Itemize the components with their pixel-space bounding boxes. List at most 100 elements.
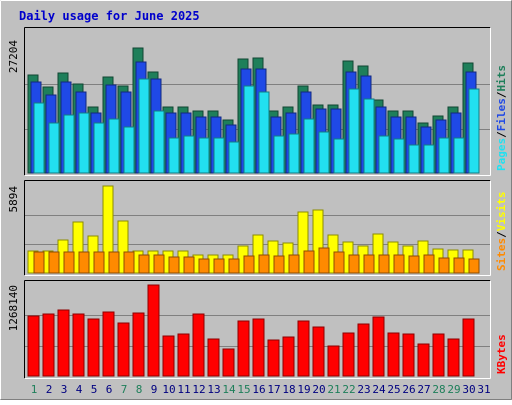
- bar-pages-day-4: [78, 112, 90, 174]
- day-label-12: 12: [192, 383, 205, 396]
- day-label-14: 14: [222, 383, 236, 396]
- bar-sites-day-7: [123, 251, 135, 274]
- day-label-3: 3: [61, 383, 68, 396]
- bar-kbytes-day-25: [387, 332, 400, 377]
- max-value-label: 5894: [7, 186, 20, 213]
- day-label-2: 2: [46, 383, 53, 396]
- bar-pages-day-16: [258, 91, 270, 174]
- bar-visits-day-19: [297, 211, 309, 274]
- bar-pages-day-27: [423, 144, 435, 174]
- day-label-23: 23: [357, 383, 370, 396]
- day-label-31: 31: [477, 383, 490, 396]
- bar-pages-day-7: [123, 126, 135, 174]
- bar-sites-day-24: [378, 254, 390, 274]
- bar-pages-day-1: [33, 102, 45, 174]
- bar-visits-day-16: [252, 234, 264, 274]
- chart-title: Daily usage for June 2025: [19, 9, 200, 23]
- bar-kbytes-day-26: [402, 333, 415, 377]
- day-label-13: 13: [207, 383, 220, 396]
- day-label-26: 26: [402, 383, 415, 396]
- day-label-21: 21: [327, 383, 340, 396]
- bar-visits-day-7: [117, 220, 129, 274]
- day-label-20: 20: [312, 383, 325, 396]
- legend-item: KBytes: [495, 334, 508, 374]
- bar-kbytes-day-21: [327, 345, 340, 377]
- bar-pages-day-20: [318, 131, 330, 174]
- bar-sites-day-29: [453, 257, 465, 274]
- legend-item: Visits: [495, 192, 508, 232]
- bar-kbytes-day-11: [177, 333, 190, 377]
- bar-sites-day-5: [93, 251, 105, 274]
- day-label-17: 17: [267, 383, 280, 396]
- bar-sites-day-16: [258, 254, 270, 274]
- bar-kbytes-day-14: [222, 348, 235, 377]
- day-label-11: 11: [177, 383, 190, 396]
- legend-item: Sites: [495, 238, 508, 271]
- day-label-27: 27: [417, 383, 430, 396]
- bar-kbytes-day-16: [252, 318, 265, 377]
- bar-pages-day-2: [48, 122, 60, 174]
- bar-sites-day-23: [363, 254, 375, 274]
- bar-visits-day-24: [372, 233, 384, 274]
- bar-kbytes-day-3: [57, 309, 70, 377]
- bar-kbytes-day-13: [207, 338, 220, 377]
- bar-kbytes-day-15: [237, 320, 250, 377]
- legend-item: Pages: [495, 138, 508, 171]
- bar-sites-day-12: [198, 258, 210, 274]
- day-label-7: 7: [121, 383, 128, 396]
- bar-sites-day-26: [408, 255, 420, 274]
- bar-kbytes-day-7: [117, 322, 130, 377]
- bar-pages-day-25: [393, 138, 405, 174]
- bar-kbytes-day-30: [462, 318, 475, 377]
- bar-pages-day-14: [228, 141, 240, 174]
- bar-pages-day-22: [348, 88, 360, 174]
- bar-kbytes-day-12: [192, 313, 205, 377]
- bar-kbytes-day-2: [42, 313, 55, 377]
- bar-visits-day-20: [312, 209, 324, 274]
- day-label-29: 29: [447, 383, 460, 396]
- bar-kbytes-day-24: [372, 316, 385, 377]
- bar-sites-day-21: [333, 251, 345, 274]
- day-label-22: 22: [342, 383, 355, 396]
- day-label-30: 30: [462, 383, 475, 396]
- bar-sites-day-30: [468, 258, 480, 274]
- bar-kbytes-day-8: [132, 312, 145, 377]
- bar-pages-day-5: [93, 122, 105, 174]
- legend-separator: /: [495, 91, 508, 98]
- bar-sites-day-3: [63, 251, 75, 274]
- day-label-6: 6: [106, 383, 113, 396]
- bar-kbytes-day-17: [267, 339, 280, 377]
- bar-pages-day-10: [168, 137, 180, 174]
- bar-pages-day-6: [108, 118, 120, 174]
- bar-kbytes-day-1: [27, 315, 40, 377]
- bar-sites-day-4: [78, 251, 90, 274]
- bar-sites-day-1: [33, 251, 45, 274]
- bar-sites-day-27: [423, 254, 435, 274]
- day-label-24: 24: [372, 383, 386, 396]
- legend-item: Files: [495, 98, 508, 131]
- bar-pages-day-8: [138, 78, 150, 174]
- bar-kbytes-day-19: [297, 320, 310, 377]
- bar-pages-day-26: [408, 144, 420, 174]
- max-value-label: 27204: [7, 40, 20, 73]
- day-label-18: 18: [282, 383, 295, 396]
- bar-pages-day-3: [63, 114, 75, 174]
- bar-sites-day-14: [228, 258, 240, 274]
- bar-kbytes-day-10: [162, 335, 175, 377]
- day-label-15: 15: [237, 383, 250, 396]
- bar-sites-day-19: [303, 250, 315, 274]
- day-label-16: 16: [252, 383, 265, 396]
- bar-sites-day-25: [393, 254, 405, 274]
- bar-kbytes-day-29: [447, 338, 460, 377]
- bar-kbytes-day-4: [72, 313, 85, 377]
- bar-pages-day-19: [303, 118, 315, 174]
- bar-pages-day-15: [243, 85, 255, 174]
- bar-pages-day-30: [468, 88, 480, 174]
- bar-kbytes-day-18: [282, 336, 295, 377]
- bar-sites-day-28: [438, 257, 450, 274]
- bar-pages-day-23: [363, 98, 375, 174]
- day-label-28: 28: [432, 383, 445, 396]
- bar-kbytes-day-6: [102, 311, 115, 377]
- legend-separator: /: [495, 231, 508, 238]
